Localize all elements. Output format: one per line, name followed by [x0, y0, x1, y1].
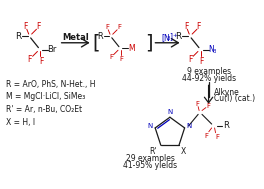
Text: F: F	[36, 22, 41, 31]
Text: N: N	[187, 123, 192, 129]
Text: X: X	[181, 146, 186, 156]
Text: 41-95% yields: 41-95% yields	[124, 161, 178, 170]
Text: F: F	[105, 24, 109, 30]
Text: R = ArO, PhS, N-Het., H: R = ArO, PhS, N-Het., H	[6, 80, 95, 89]
Text: Alkyne: Alkyne	[214, 88, 240, 97]
Text: F: F	[200, 57, 204, 66]
Text: 9 examples: 9 examples	[186, 67, 231, 76]
Text: F: F	[195, 101, 199, 107]
Text: R' = Ar, n-Bu, CO₂Et: R' = Ar, n-Bu, CO₂Et	[6, 105, 82, 114]
Text: R': R'	[149, 146, 157, 156]
Text: [: [	[93, 33, 100, 52]
Text: 29 examples: 29 examples	[126, 154, 175, 163]
Text: F: F	[120, 56, 124, 62]
Text: 3: 3	[167, 36, 171, 41]
Text: M: M	[128, 44, 135, 53]
Text: N: N	[167, 109, 172, 115]
Text: N: N	[209, 45, 214, 54]
Text: ]: ]	[145, 33, 152, 52]
Text: F: F	[215, 134, 219, 140]
Text: R: R	[176, 32, 182, 40]
Text: F: F	[39, 57, 44, 66]
Text: 3: 3	[213, 49, 216, 54]
Text: Metal: Metal	[62, 33, 88, 43]
Text: ]: ]	[169, 32, 172, 41]
Text: 44-92% yields: 44-92% yields	[182, 74, 236, 83]
Text: F: F	[188, 55, 192, 64]
Text: F: F	[117, 24, 121, 30]
Text: F: F	[109, 54, 113, 60]
Text: F: F	[184, 22, 188, 31]
Text: F: F	[207, 103, 211, 109]
Text: F: F	[197, 22, 201, 31]
Text: F: F	[24, 22, 28, 31]
Text: R: R	[97, 32, 103, 40]
Text: R: R	[15, 32, 21, 40]
Text: N: N	[148, 123, 153, 129]
Text: F: F	[27, 55, 32, 64]
Text: M = MgCl·LiCl, SiMe₃: M = MgCl·LiCl, SiMe₃	[6, 92, 85, 101]
Text: +: +	[173, 33, 178, 38]
Text: F: F	[204, 133, 208, 139]
Text: R: R	[223, 122, 229, 130]
Text: [N: [N	[161, 33, 170, 42]
Text: Cu(I) (cat.): Cu(I) (cat.)	[214, 94, 256, 103]
Text: X = H, I: X = H, I	[6, 118, 35, 127]
Text: Br: Br	[47, 45, 56, 54]
